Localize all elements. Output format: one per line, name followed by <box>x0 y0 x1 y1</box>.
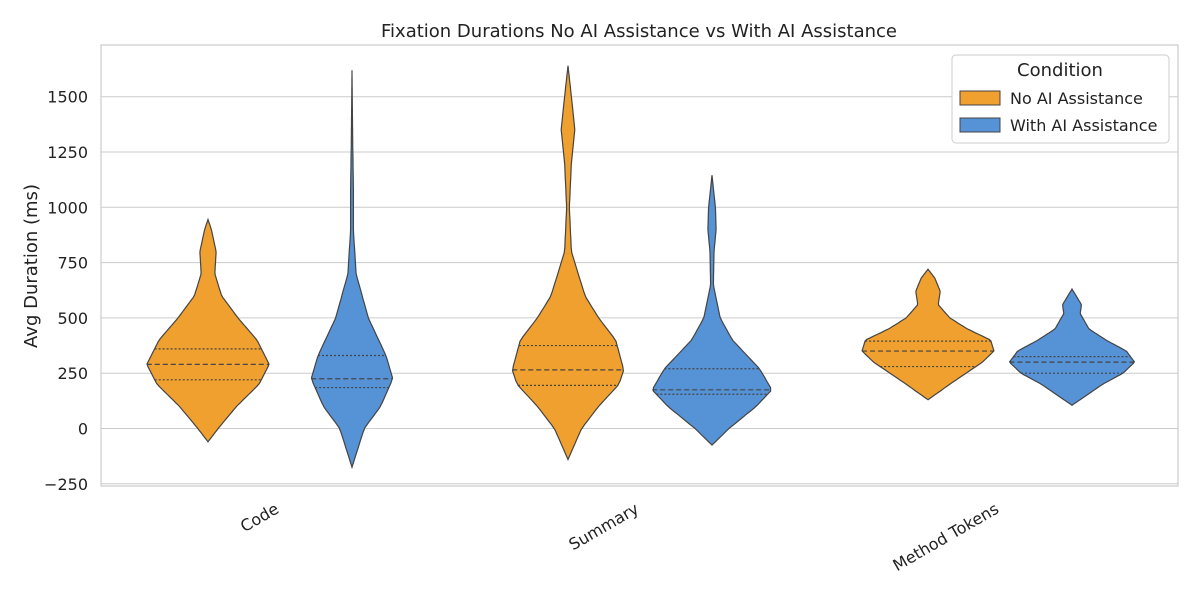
y-tick-label: 250 <box>57 364 88 383</box>
violin-body <box>146 217 270 443</box>
x-tick-label: Summary <box>566 499 642 554</box>
violin-body <box>310 70 394 470</box>
grid <box>101 96 1178 485</box>
plot-frame <box>100 44 1179 487</box>
violin <box>861 268 995 401</box>
y-tick-label: 750 <box>57 254 88 273</box>
legend-swatch-no-ai <box>959 90 1001 106</box>
violin-body <box>1008 287 1136 407</box>
violin-body <box>511 65 625 461</box>
y-axis-ticks: −250 0 250 500 750 1000 1250 1500 <box>44 88 88 494</box>
y-tick-label: −250 <box>44 475 88 494</box>
violin-body <box>861 268 995 401</box>
violin-body <box>652 175 772 446</box>
chart-title: Fixation Durations No AI Assistance vs W… <box>381 21 897 42</box>
violin <box>146 217 270 443</box>
violin <box>310 70 394 470</box>
y-axis-label: Avg Duration (ms) <box>21 184 42 348</box>
x-tick-label: Code <box>237 499 282 536</box>
y-tick-label: 500 <box>57 309 88 328</box>
legend-label-no-ai: No AI Assistance <box>1010 89 1143 108</box>
legend-label-with-ai: With AI Assistance <box>1010 116 1157 135</box>
y-tick-label: 1250 <box>47 143 88 162</box>
x-axis-ticks: Code Summary Method Tokens <box>237 499 1002 575</box>
x-tick-label: Method Tokens <box>889 499 1002 575</box>
legend-swatch-with-ai <box>959 117 1001 133</box>
violin <box>652 175 772 446</box>
legend-box <box>951 54 1170 144</box>
y-tick-label: 0 <box>78 420 88 439</box>
violin <box>1008 287 1136 407</box>
violins <box>146 65 1136 470</box>
y-tick-label: 1500 <box>47 88 88 107</box>
violin <box>511 65 625 461</box>
legend-title: Condition <box>1017 60 1103 81</box>
y-tick-label: 1000 <box>47 198 88 217</box>
legend: Condition No AI Assistance With AI Assis… <box>951 54 1170 144</box>
